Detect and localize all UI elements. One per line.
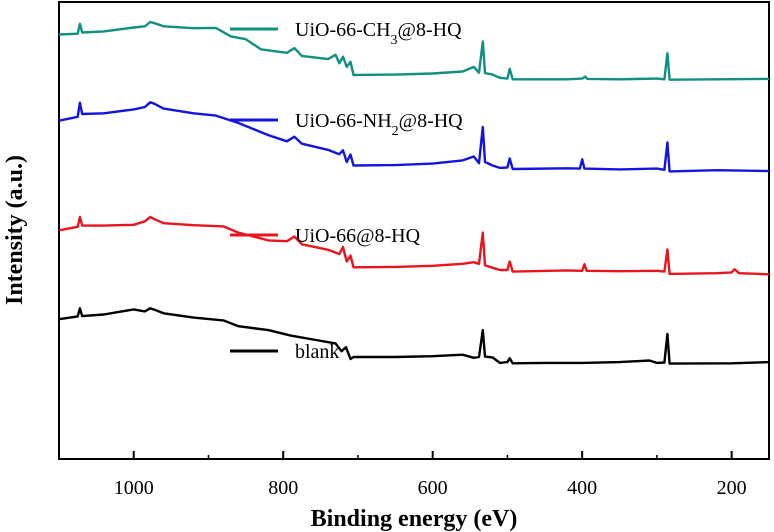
y-axis-label: Intensity (a.u.) (2, 155, 28, 305)
x-tick-label-1000: 1000 (114, 477, 154, 499)
plot-frame (58, 1, 770, 460)
series-line-2 (58, 101, 770, 173)
x-tick-label-600: 600 (418, 477, 448, 499)
legend-label-1: UiO-66@8-HQ (295, 225, 421, 247)
series-group (58, 20, 770, 365)
legend-label-part: @8-HQ (398, 19, 463, 41)
legend-label-0: blank (295, 341, 339, 363)
x-tick-label-200: 200 (717, 477, 747, 499)
series-line-1 (58, 215, 770, 276)
series-line-0 (58, 307, 770, 365)
x-axis-ticks: 1000 800 600 400 200 (114, 451, 747, 499)
legend-label-part: UiO-66@8-HQ (295, 225, 421, 247)
legend-label-2: UiO-66-NH2@8-HQ (295, 110, 463, 139)
legend-label-part: blank (295, 341, 339, 363)
legend-label-part: UiO-66-NH (295, 110, 392, 132)
legend-label-part: UiO-66-CH (295, 19, 391, 41)
series-line-3 (58, 20, 770, 81)
legend-label-3: UiO-66-CH3@8-HQ (295, 19, 462, 48)
legend-label-part: 2 (392, 124, 399, 139)
x-tick-label-400: 400 (567, 477, 597, 499)
legend-label-part: @8-HQ (399, 110, 464, 132)
x-axis-label: Binding energy (eV) (311, 506, 518, 532)
x-tick-label-800: 800 (268, 477, 298, 499)
legend: blankUiO-66@8-HQUiO-66-NH2@8-HQUiO-66-CH… (230, 19, 463, 363)
legend-label-part: 3 (391, 33, 398, 48)
